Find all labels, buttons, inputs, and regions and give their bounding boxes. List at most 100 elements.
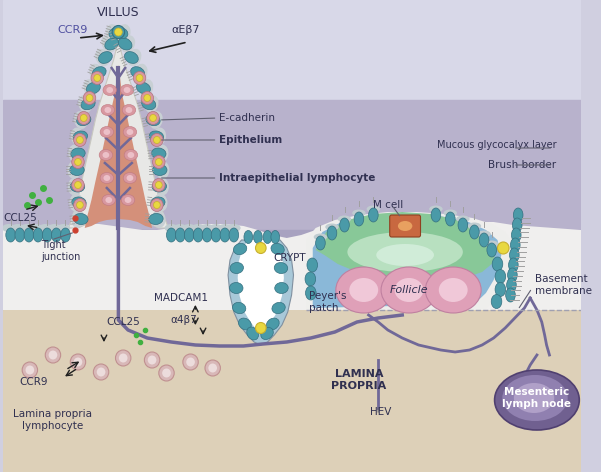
Ellipse shape [229,228,239,242]
Ellipse shape [84,79,97,97]
Ellipse shape [127,49,141,66]
Ellipse shape [233,244,247,254]
Ellipse shape [144,352,160,368]
Ellipse shape [61,228,70,242]
Ellipse shape [69,194,83,211]
Ellipse shape [115,28,122,36]
Ellipse shape [96,49,109,66]
Ellipse shape [124,197,132,203]
Ellipse shape [106,24,120,42]
Ellipse shape [136,82,150,94]
Ellipse shape [149,131,163,142]
Ellipse shape [99,150,112,160]
Ellipse shape [119,354,127,362]
Text: E-cadherin: E-cadherin [219,113,275,123]
Ellipse shape [73,131,88,142]
Ellipse shape [510,238,520,252]
Polygon shape [69,38,168,228]
Ellipse shape [162,369,171,378]
Ellipse shape [495,283,505,296]
Ellipse shape [76,202,84,209]
Text: Mucous glycocalyx layer: Mucous glycocalyx layer [436,140,556,150]
Ellipse shape [502,375,568,421]
Ellipse shape [74,213,88,225]
Ellipse shape [218,224,231,232]
Ellipse shape [266,318,279,330]
Ellipse shape [71,210,85,228]
Ellipse shape [153,165,167,176]
Ellipse shape [307,258,317,272]
Ellipse shape [74,199,86,211]
Ellipse shape [271,230,279,244]
Ellipse shape [100,126,114,137]
Ellipse shape [76,136,84,143]
Ellipse shape [513,218,522,232]
Ellipse shape [477,230,491,237]
Text: MADCAM1: MADCAM1 [154,293,208,303]
Ellipse shape [74,134,86,146]
Ellipse shape [183,354,198,370]
Ellipse shape [57,224,70,232]
Ellipse shape [87,82,100,94]
Ellipse shape [109,27,123,39]
Ellipse shape [91,71,103,84]
Ellipse shape [305,272,316,286]
Ellipse shape [338,216,351,222]
Ellipse shape [133,64,148,81]
Ellipse shape [74,111,88,129]
Ellipse shape [89,64,103,81]
Ellipse shape [175,228,185,242]
Ellipse shape [316,236,325,250]
Ellipse shape [78,111,90,125]
Ellipse shape [142,98,156,110]
Ellipse shape [112,25,124,39]
Ellipse shape [151,197,165,208]
Bar [3,230,581,310]
Ellipse shape [118,38,132,50]
Text: VILLUS: VILLUS [97,6,139,18]
Ellipse shape [327,226,337,240]
Polygon shape [313,214,501,308]
Ellipse shape [274,262,288,273]
Ellipse shape [147,111,159,125]
Ellipse shape [71,127,84,145]
Ellipse shape [68,177,81,195]
Ellipse shape [271,244,284,254]
Ellipse shape [153,136,160,143]
Ellipse shape [495,370,579,430]
Ellipse shape [81,115,87,121]
Ellipse shape [194,228,203,242]
Ellipse shape [349,278,378,302]
Ellipse shape [220,228,230,242]
Text: Intraepithelial lymphocyte: Intraepithelial lymphocyte [219,173,376,183]
Text: Peyer's
patch: Peyer's patch [309,291,346,313]
Ellipse shape [2,224,16,232]
Text: αEβ7: αEβ7 [171,25,200,35]
Ellipse shape [508,268,517,282]
Ellipse shape [191,224,205,232]
Ellipse shape [152,210,165,228]
Ellipse shape [102,35,116,53]
Ellipse shape [70,165,84,176]
Ellipse shape [239,318,251,330]
Ellipse shape [479,233,489,247]
Ellipse shape [11,224,25,232]
Ellipse shape [445,212,455,226]
Ellipse shape [186,357,195,366]
Ellipse shape [508,258,518,272]
Ellipse shape [492,257,503,271]
Ellipse shape [202,228,212,242]
Ellipse shape [148,355,156,364]
Ellipse shape [456,216,469,222]
Ellipse shape [136,75,143,82]
Ellipse shape [153,155,165,169]
Ellipse shape [150,115,156,121]
Ellipse shape [505,288,515,302]
Ellipse shape [511,228,521,242]
Ellipse shape [78,95,92,113]
Ellipse shape [117,24,130,42]
Text: CCL25: CCL25 [106,317,140,327]
Ellipse shape [86,94,93,101]
Ellipse shape [209,363,217,372]
Text: Lamina propria
lymphocyte: Lamina propria lymphocyte [13,409,93,431]
